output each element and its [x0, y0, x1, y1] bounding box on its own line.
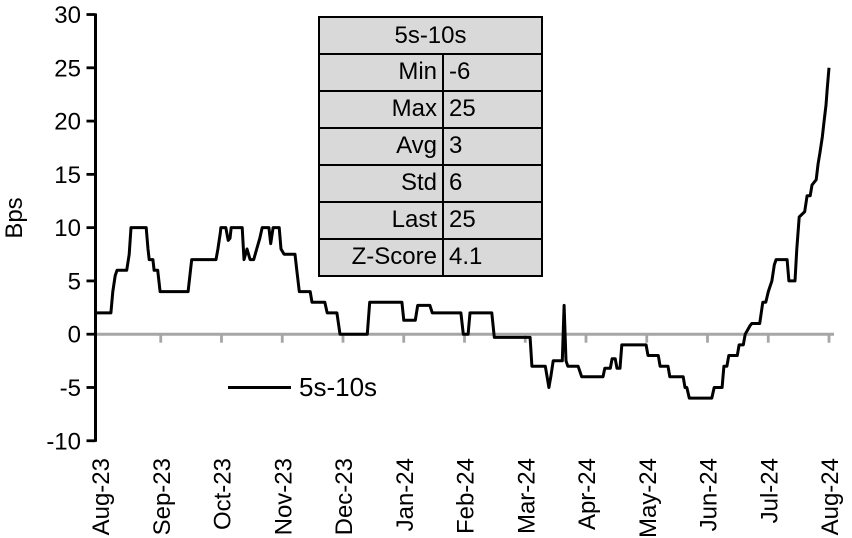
x-tick-label: Sep-23 — [149, 458, 176, 535]
stat-value: 3 — [449, 132, 463, 159]
stat-label: Min — [320, 55, 444, 90]
stat-value: 25 — [449, 206, 476, 233]
stat-value: 25 — [449, 95, 476, 122]
y-tick-label: 10 — [54, 215, 81, 242]
stats-table-row: Min -6 — [320, 53, 541, 90]
series-line-5s-10s — [95, 67, 831, 400]
y-tick-label: 15 — [54, 162, 81, 189]
x-tick-label: Dec-23 — [331, 458, 358, 535]
x-tick-label: Feb-24 — [453, 458, 480, 534]
y-tick-label: -5 — [60, 375, 81, 402]
stats-table: 5s-10s Min -6 Max 25 Avg 3 Std 6 Last 25 Z-Score 4.… — [318, 16, 543, 277]
y-tick-label: 30 — [54, 2, 81, 29]
stats-table-row: Avg 3 — [320, 127, 541, 164]
x-tick-label: May-24 — [635, 458, 662, 538]
stats-table-header: 5s-10s — [394, 22, 467, 49]
stats-table-row: Last 25 — [320, 201, 541, 238]
stats-table-row: Max 25 — [320, 90, 541, 127]
x-tick-label: Aug-24 — [817, 458, 844, 535]
y-axis-title: Bps — [1, 197, 28, 238]
stat-label: Std — [320, 166, 444, 201]
stats-table-row: Std 6 — [320, 164, 541, 201]
y-tick-label: 5 — [68, 268, 81, 295]
stat-value: 4.1 — [449, 243, 483, 270]
y-tick-label: -10 — [46, 428, 81, 455]
stat-value: -6 — [449, 58, 471, 85]
legend: 5s-10s — [228, 372, 377, 402]
x-tick-label: Jan-24 — [392, 458, 419, 531]
stat-value: 6 — [449, 169, 463, 196]
legend-line-swatch — [228, 385, 291, 389]
x-tick-label: Jun-24 — [696, 458, 723, 531]
x-tick-label: Jul-24 — [756, 458, 783, 523]
y-tick-label: 0 — [68, 322, 81, 349]
stat-label: Z-Score — [320, 240, 444, 275]
legend-label: 5s-10s — [299, 372, 378, 402]
stat-label: Max — [320, 92, 444, 127]
stat-label: Avg — [320, 129, 444, 164]
x-tick-label: Apr-24 — [574, 458, 601, 530]
x-tick-label: Mar-24 — [513, 458, 540, 534]
x-tick-label: Oct-23 — [210, 458, 237, 530]
stats-table-body: Min -6 Max 25 Avg 3 Std 6 Last 25 Z-Score 4.1 — [320, 53, 541, 275]
stat-label: Last — [320, 203, 444, 238]
stats-table-row: Z-Score 4.1 — [320, 238, 541, 275]
y-tick-label: 20 — [54, 109, 81, 136]
y-tick-label: 25 — [54, 55, 81, 82]
x-tick-label: Nov-23 — [270, 458, 297, 535]
x-tick-label: Aug-23 — [88, 458, 115, 535]
